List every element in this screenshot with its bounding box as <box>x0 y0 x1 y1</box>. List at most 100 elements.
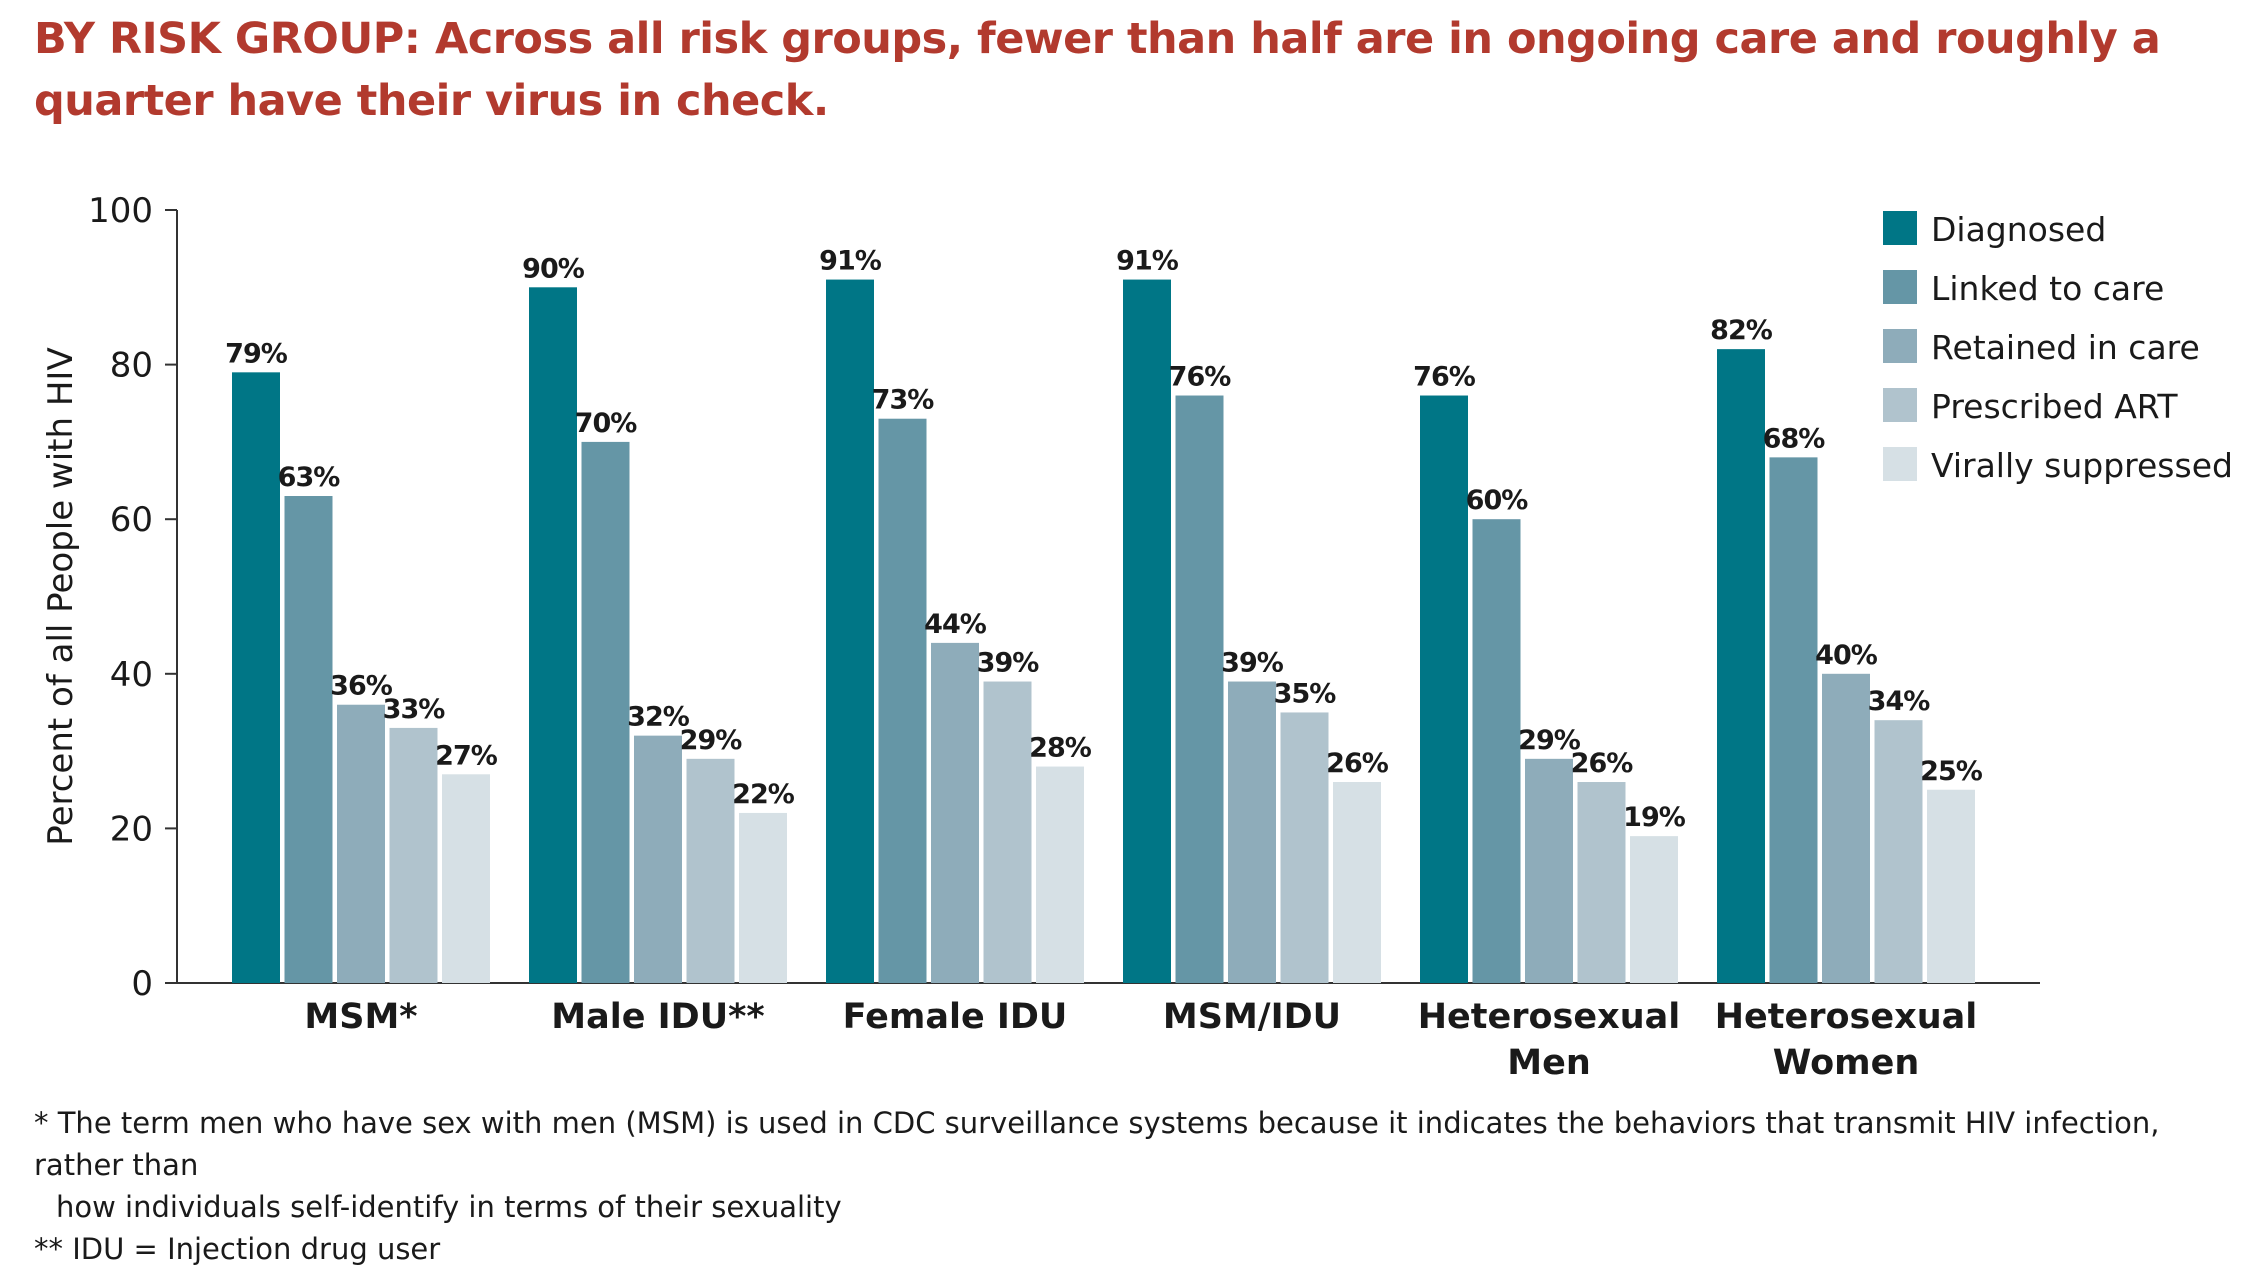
data-label: 33% <box>383 694 446 725</box>
bar-linked-to-care <box>581 441 630 983</box>
bar-diagnosed <box>1717 349 1765 983</box>
x-tick-label-line: Heterosexual <box>1715 997 1977 1037</box>
data-label: 25% <box>1920 756 1983 787</box>
x-tick-label-line: Heterosexual <box>1418 997 1680 1037</box>
bar-virally-suppressed <box>1630 836 1678 983</box>
bar-retained-in-care <box>1525 758 1573 983</box>
data-label: 27% <box>435 740 498 771</box>
footnote-idu: ** IDU = Injection drug user <box>34 1232 441 1266</box>
bar-virally-suppressed <box>442 774 490 983</box>
bar-prescribed-art <box>983 681 1032 983</box>
x-tick-label: MSM/IDU <box>1163 997 1341 1037</box>
data-label: 90% <box>522 253 585 284</box>
chart-legend: Diagnosed Linked to care Retained in care P… <box>1883 210 2233 485</box>
bar-prescribed-art <box>686 758 735 983</box>
data-label: 70% <box>575 408 638 439</box>
bar-diagnosed <box>1123 279 1171 983</box>
data-label: 44% <box>924 609 987 640</box>
data-label: 28% <box>1029 733 1092 764</box>
data-label: 60% <box>1466 485 1529 516</box>
chart-bars <box>232 279 1975 984</box>
bar-chart: 0 20 40 60 80 100 Percent of all People with H… <box>41 191 2233 1083</box>
y-tick-label: 60 <box>110 500 153 540</box>
bar-linked-to-care <box>1472 519 1521 983</box>
data-label: 73% <box>872 385 935 416</box>
data-label: 26% <box>1571 748 1634 779</box>
x-tick-label-line: Women <box>1773 1043 1920 1083</box>
x-tick-label: Female IDU <box>843 997 1068 1037</box>
x-tick-label-line: MSM/IDU <box>1163 997 1341 1037</box>
data-label: 76% <box>1413 362 1476 393</box>
data-label: 36% <box>330 671 393 702</box>
x-tick-label-line: Male IDU** <box>551 997 764 1037</box>
bar-virally-suppressed <box>1333 782 1381 983</box>
x-tick-label: Heterosexual Men <box>1418 997 1680 1083</box>
bar-diagnosed <box>1420 395 1468 983</box>
footnote-msm: * The term men who have sex with men (MS… <box>34 1106 2160 1182</box>
data-label: 29% <box>1518 725 1581 756</box>
bar-diagnosed <box>232 372 280 984</box>
data-label: 35% <box>1274 678 1337 709</box>
bar-linked-to-care <box>284 496 333 983</box>
legend-label: Prescribed ART <box>1931 387 2178 426</box>
bar-prescribed-art <box>1280 712 1329 983</box>
chart-data-labels: 79%63%36%33%27%90%70%32%29%22%91%73%44%3… <box>225 246 1984 834</box>
x-tick-label-line: MSM* <box>304 997 417 1037</box>
bar-linked-to-care <box>1769 457 1818 983</box>
bar-prescribed-art <box>1577 782 1626 983</box>
data-label: 39% <box>1221 648 1284 679</box>
data-label: 22% <box>732 779 795 810</box>
bar-retained-in-care <box>931 642 979 983</box>
bar-linked-to-care <box>1175 395 1224 983</box>
data-label: 39% <box>977 648 1040 679</box>
bar-virally-suppressed <box>1927 789 1975 983</box>
bar-retained-in-care <box>1228 681 1276 983</box>
data-label: 68% <box>1763 423 1826 454</box>
legend-swatch <box>1883 388 1917 422</box>
y-axis-title: Percent of all People with HIV <box>41 347 81 845</box>
y-tick-label: 20 <box>110 809 153 849</box>
legend-label: Retained in care <box>1931 328 2200 367</box>
bar-retained-in-care <box>337 704 385 983</box>
chart-title: BY RISK GROUP: Across all risk groups, f… <box>34 14 2161 126</box>
data-label: 76% <box>1169 362 1232 393</box>
data-label: 32% <box>627 702 690 733</box>
x-tick-label-line: Female IDU <box>843 997 1068 1037</box>
chart-category-labels: MSM* Male IDU** Female IDU MSM/IDU Heterosex… <box>304 997 1977 1083</box>
x-tick-label: Heterosexual Women <box>1715 997 1977 1083</box>
legend-swatch <box>1883 211 1917 245</box>
footnotes: * The term men who have sex with men (MS… <box>34 1102 2214 1270</box>
x-tick-label: Male IDU** <box>551 997 764 1037</box>
legend-swatch <box>1883 270 1917 304</box>
bar-prescribed-art <box>389 727 438 983</box>
y-tick-label: 100 <box>88 191 153 231</box>
data-label: 63% <box>278 462 341 493</box>
data-label: 82% <box>1710 315 1773 346</box>
data-label: 40% <box>1815 640 1878 671</box>
bar-linked-to-care <box>878 418 927 984</box>
data-label: 79% <box>225 338 288 369</box>
data-label: 26% <box>1326 748 1389 779</box>
data-label: 34% <box>1868 686 1931 717</box>
bar-virally-suppressed <box>1036 766 1084 983</box>
x-tick-label: MSM* <box>304 997 417 1037</box>
y-tick-label: 40 <box>110 655 153 695</box>
chart-axes: 0 20 40 60 80 100 Percent of all People with H… <box>41 191 2040 1004</box>
bar-virally-suppressed <box>739 812 787 983</box>
x-tick-label-line: Men <box>1507 1043 1590 1083</box>
y-tick-label: 0 <box>131 964 153 1004</box>
legend-label: Diagnosed <box>1931 210 2106 249</box>
legend-swatch <box>1883 447 1917 481</box>
footnote-msm-continued: how individuals self-identify in terms o… <box>56 1190 842 1224</box>
legend-label: Virally suppressed <box>1931 446 2233 485</box>
data-label: 91% <box>819 246 882 277</box>
bar-retained-in-care <box>634 735 682 983</box>
bar-diagnosed <box>826 279 874 983</box>
legend-label: Linked to care <box>1931 269 2164 308</box>
y-tick-label: 80 <box>110 346 153 386</box>
bar-diagnosed <box>529 287 577 983</box>
data-label: 29% <box>680 725 743 756</box>
bar-retained-in-care <box>1822 673 1870 983</box>
data-label: 19% <box>1623 802 1686 833</box>
bar-prescribed-art <box>1874 720 1923 983</box>
